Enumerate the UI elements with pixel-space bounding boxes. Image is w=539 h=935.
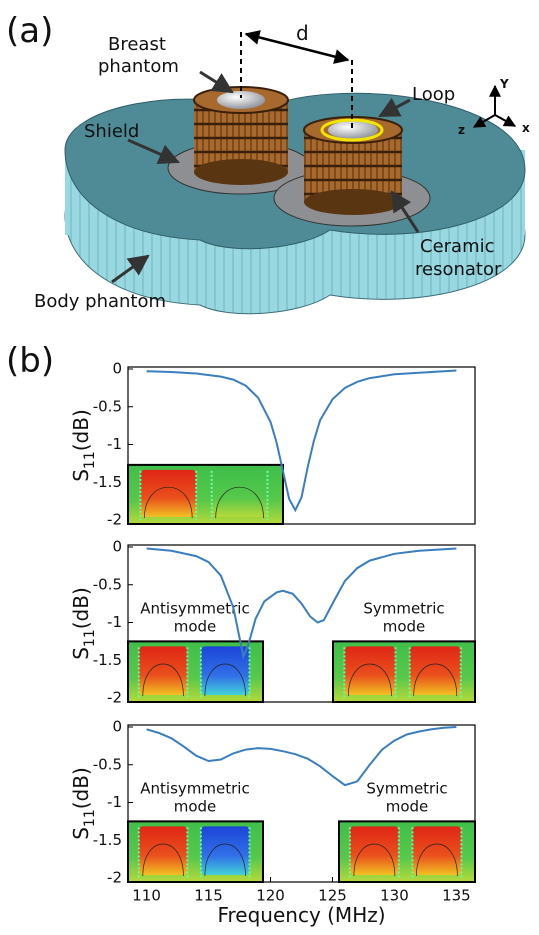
y-label-unit: (dB) [69,587,93,629]
field-region [201,826,250,875]
y-tick-label: -2 [107,689,122,707]
field-region [410,646,461,695]
annotation: mode [174,617,217,635]
annotation: Symmetric [363,599,444,617]
label: Body phantom [34,291,166,312]
field-region [140,470,196,517]
illustration: (a) Breast phantom d Loop Shield Ceramic… [6,11,530,314]
y-tick-label: 0 [112,718,122,736]
field-region [139,646,188,695]
y-label-sub: 11 [82,451,98,469]
field-region [350,826,399,875]
y-axis-label: S11(dB) [69,767,98,840]
label: Ceramic [420,236,495,257]
axis-name: z [458,123,465,137]
label: Loop [412,84,455,105]
x-tick-label: 115 [194,887,223,905]
resonator-bottom [304,189,402,215]
x-tick-label: 125 [318,887,347,905]
x-tick-label: 110 [132,887,161,905]
y-tick-label: 0 [112,360,122,378]
y-tick-label: -1 [107,435,122,453]
annotation: Symmetric [366,779,447,797]
annotation: mode [386,797,429,815]
y-tick-label: -1 [107,613,122,631]
y-label-main: S [69,647,93,660]
y-tick-label: 0 [112,538,122,556]
axis-name: x [522,121,530,135]
y-axis-label: S11(dB) [69,587,98,660]
field-region [139,826,188,875]
x-tick-label: 130 [380,887,409,905]
page: (a) Breast phantom d Loop Shield Ceramic… [0,0,539,935]
y-label-unit: (dB) [69,409,93,451]
x-tick-label: 120 [256,887,285,905]
axis-arrow [495,115,515,126]
y-label-unit: (dB) [69,767,93,809]
label: resonator [415,259,502,280]
annotation: mode [174,797,217,815]
y-tick-label: -0.5 [93,755,122,773]
label: Breast [108,34,166,55]
y-tick-label: -1 [107,793,122,811]
resonator-bottom [194,159,288,185]
annotation: mode [383,617,426,635]
label: d [296,21,309,45]
annotation: Antisymmetric [140,779,249,797]
y-label-main: S [69,469,93,482]
line-series [147,727,457,785]
label: Shield [84,121,139,142]
y-tick-label: -2 [107,511,122,529]
y-tick-label: -1.5 [93,473,122,491]
y-label-sub: 11 [82,629,98,647]
field-region [344,646,395,695]
field-region [212,470,268,517]
label: phantom [98,56,179,77]
y-tick-label: -0.5 [93,397,122,415]
y-tick-label: -1.5 [93,831,122,849]
field-region [412,826,461,875]
figure: (a) Breast phantom d Loop Shield Ceramic… [0,0,539,935]
x-tick-label: 135 [442,887,471,905]
panel-label: (a) [6,11,53,51]
y-axis-label: S11(dB) [69,409,98,482]
y-tick-label: -2 [107,869,122,887]
y-label-main: S [69,827,93,840]
y-tick-label: -1.5 [93,651,122,669]
breast-phantom [217,91,265,109]
y-tick-label: -0.5 [93,575,122,593]
panel-label: (b) [6,341,54,381]
x-axis-label: Frequency (MHz) [217,903,385,927]
y-label-sub: 11 [82,809,98,827]
axis-name: Y [499,77,509,91]
